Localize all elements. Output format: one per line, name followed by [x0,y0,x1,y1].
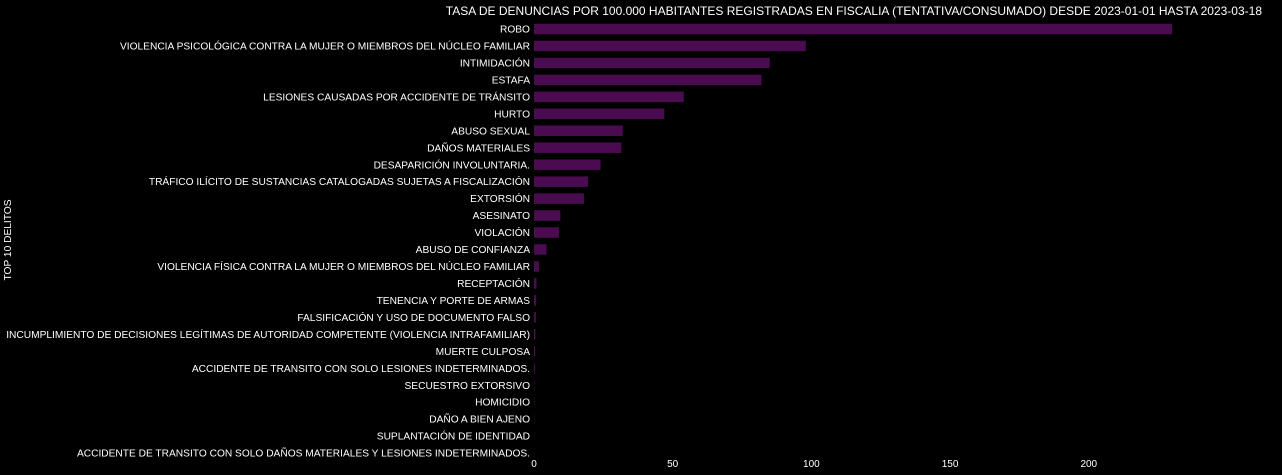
bar [534,57,770,69]
bar [534,40,806,52]
bar [534,362,535,374]
category-label: DESAPARICIÓN INVOLUNTARIA. [374,158,530,171]
bar [534,295,537,306]
bar [534,244,547,255]
x-tick-label: 150 [942,459,959,470]
bar [534,142,622,153]
category-label: MUERTE CULPOSA [436,347,531,358]
category-label: SUPLANTACIÓN DE IDENTIDAD [377,430,530,443]
bar [534,210,561,221]
category-label: TENENCIA Y PORTE DE ARMAS [377,296,531,307]
x-tick-label: 0 [531,459,537,470]
category-label: SECUESTRO EXTORSIVO [405,381,531,392]
category-label: DAÑOS MATERIALES [427,141,530,154]
category-label: RECEPTACIÓN [457,277,530,290]
category-label: EXTORSIÓN [470,192,530,205]
x-tick-label: 200 [1080,459,1097,470]
bar [534,125,623,137]
category-label: VIOLENCIA PSICOLÓGICA CONTRA LA MUJER O … [120,40,530,53]
category-label: ACCIDENTE DE TRANSITO CON SOLO DAÑOS MAT… [77,447,530,460]
category-label: ASESINATO [473,211,530,222]
category-labels: ROBO VIOLENCIA PSICOLÓGICA CONTRA LA MUJE… [6,25,530,460]
chart-title: TASA DE DENUNCIAS POR 100.000 HABITANTES… [446,4,1263,18]
category-label: INCUMPLIMIENTO DE DECISIONES LEGÍTIMAS D… [6,328,530,341]
bar [534,176,589,187]
bars-group [534,23,1172,459]
bar [534,261,539,272]
category-label: VIOLACIÓN [475,226,530,239]
x-tick-label: 100 [803,459,820,470]
category-label: TRÁFICO ILÍCITO DE SUSTANCIAS CATALOGADA… [149,175,530,188]
category-label: ACCIDENTE DE TRANSITO CON SOLO LESIONES … [192,364,530,375]
bar [534,193,584,204]
bar [534,159,601,170]
category-label: HURTO [494,109,530,120]
y-axis-title: TOP 10 DELITOS [3,199,14,280]
category-label: DAÑO A BIEN AJENO [429,413,530,426]
x-axis-ticks: 0 50 100 150 200 [531,459,1097,470]
bar [534,227,559,238]
category-label: ESTAFA [492,75,531,86]
category-label: ABUSO SEXUAL [451,126,530,137]
category-label: INTIMIDACIÓN [460,57,530,70]
bar [534,108,665,120]
bar [534,91,684,103]
bar [534,312,536,323]
category-label: FALSIFICACIÓN Y USO DE DOCUMENTO FALSO [297,311,530,324]
category-label: HOMICIDIO [475,398,530,409]
bar [534,345,536,357]
bar [534,278,537,289]
category-label: ABUSO DE CONFIANZA [416,245,531,256]
bar [534,329,536,340]
category-label: ROBO [500,25,530,36]
category-label: LESIONES CAUSADAS POR ACCIDENTE DE TRÁNS… [263,90,530,103]
x-tick-label: 50 [667,459,679,470]
bar [534,23,1172,35]
bar [534,74,762,86]
category-label: VIOLENCIA FÍSICA CONTRA LA MUJER O MIEMB… [157,260,530,273]
